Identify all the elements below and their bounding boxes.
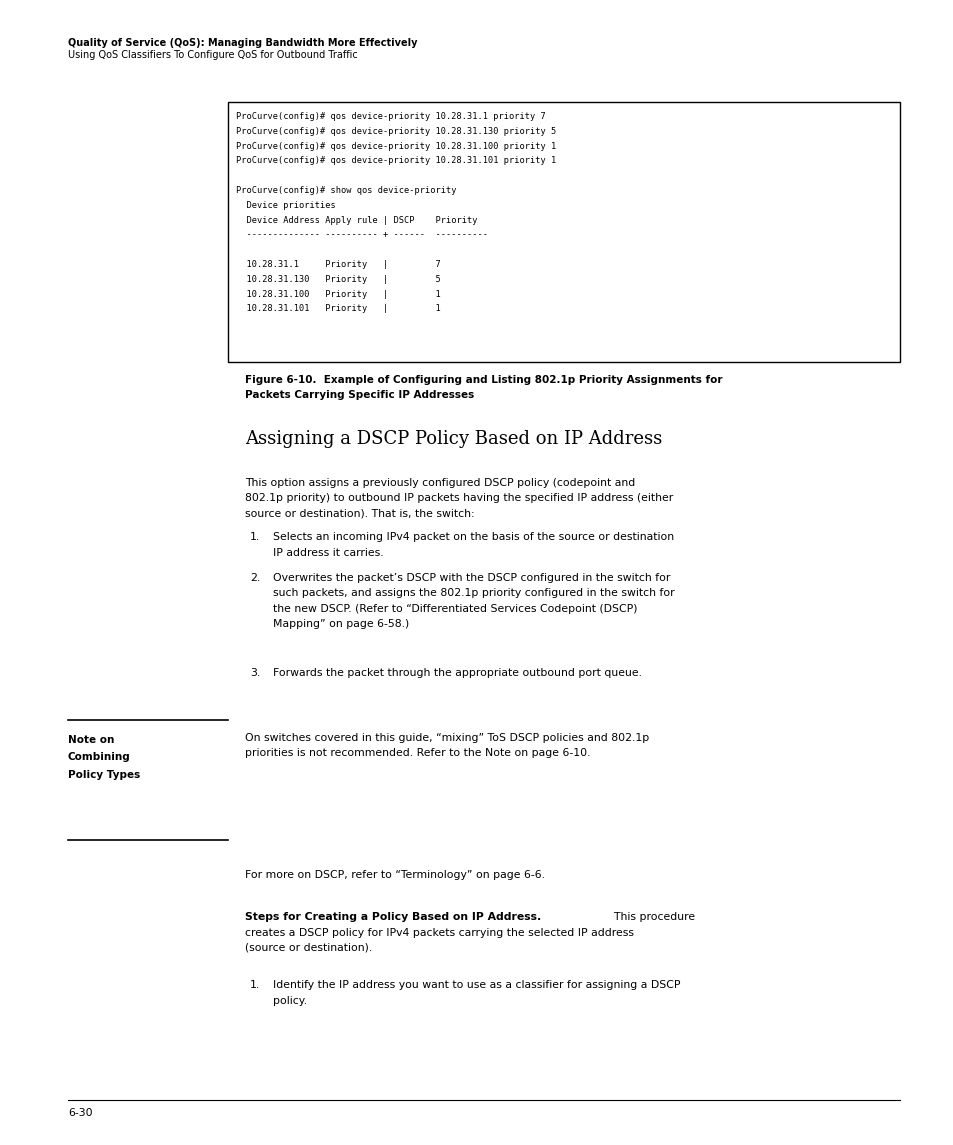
Text: Steps for Creating a Policy Based on IP Address.: Steps for Creating a Policy Based on IP … bbox=[245, 913, 540, 922]
Text: such packets, and assigns the 802.1p priority configured in the switch for: such packets, and assigns the 802.1p pri… bbox=[273, 589, 674, 599]
Text: Using QoS Classifiers To Configure QoS for Outbound Traffic: Using QoS Classifiers To Configure QoS f… bbox=[68, 49, 357, 60]
Text: (source or destination).: (source or destination). bbox=[245, 943, 372, 953]
Text: 10.28.31.100   Priority   |         1: 10.28.31.100 Priority | 1 bbox=[235, 290, 440, 299]
Text: -------------- ---------- + ------  ----------: -------------- ---------- + ------ -----… bbox=[235, 230, 488, 239]
Text: Device priorities: Device priorities bbox=[235, 200, 335, 210]
Text: 6-30: 6-30 bbox=[68, 1108, 92, 1118]
Text: Forwards the packet through the appropriate outbound port queue.: Forwards the packet through the appropri… bbox=[273, 668, 641, 678]
Text: 10.28.31.130   Priority   |         5: 10.28.31.130 Priority | 5 bbox=[235, 275, 440, 284]
Bar bbox=[228, 102, 899, 362]
Text: ProCurve(config)# qos device-priority 10.28.31.1 priority 7: ProCurve(config)# qos device-priority 10… bbox=[235, 112, 545, 121]
Text: Overwrites the packet’s DSCP with the DSCP configured in the switch for: Overwrites the packet’s DSCP with the DS… bbox=[273, 572, 670, 583]
Text: Identify the IP address you want to use as a classifier for assigning a DSCP: Identify the IP address you want to use … bbox=[273, 980, 679, 990]
Text: priorities is not recommended. Refer to the Note on page 6-10.: priorities is not recommended. Refer to … bbox=[245, 749, 590, 758]
Text: policy.: policy. bbox=[273, 995, 307, 1005]
Text: 1.: 1. bbox=[250, 980, 260, 990]
Text: IP address it carries.: IP address it carries. bbox=[273, 547, 383, 558]
Text: 802.1p priority) to outbound IP packets having the specified IP address (either: 802.1p priority) to outbound IP packets … bbox=[245, 493, 673, 504]
Text: On switches covered in this guide, “mixing” ToS DSCP policies and 802.1p: On switches covered in this guide, “mixi… bbox=[245, 733, 649, 743]
Text: Device Address Apply rule | DSCP    Priority: Device Address Apply rule | DSCP Priorit… bbox=[235, 215, 477, 224]
Text: Figure 6-10.  Example of Configuring and Listing 802.1p Priority Assignments for: Figure 6-10. Example of Configuring and … bbox=[245, 376, 721, 385]
Text: This option assigns a previously configured DSCP policy (codepoint and: This option assigns a previously configu… bbox=[245, 477, 635, 488]
Text: Packets Carrying Specific IP Addresses: Packets Carrying Specific IP Addresses bbox=[245, 390, 474, 401]
Text: Combining: Combining bbox=[68, 752, 131, 763]
Text: 3.: 3. bbox=[250, 668, 260, 678]
Text: Mapping” on page 6-58.): Mapping” on page 6-58.) bbox=[273, 619, 409, 630]
Text: Policy Types: Policy Types bbox=[68, 769, 140, 780]
Text: source or destination). That is, the switch:: source or destination). That is, the swi… bbox=[245, 510, 475, 519]
Text: ProCurve(config)# show qos device-priority: ProCurve(config)# show qos device-priori… bbox=[235, 185, 456, 195]
Text: 2.: 2. bbox=[250, 572, 260, 583]
Text: ProCurve(config)# qos device-priority 10.28.31.130 priority 5: ProCurve(config)# qos device-priority 10… bbox=[235, 127, 556, 136]
Text: Assigning a DSCP Policy Based on IP Address: Assigning a DSCP Policy Based on IP Addr… bbox=[245, 431, 661, 448]
Text: This procedure: This procedure bbox=[606, 913, 695, 922]
Text: For more on DSCP, refer to “Terminology” on page 6-6.: For more on DSCP, refer to “Terminology”… bbox=[245, 870, 544, 881]
Text: Selects an incoming IPv4 packet on the basis of the source or destination: Selects an incoming IPv4 packet on the b… bbox=[273, 532, 674, 542]
Text: Quality of Service (QoS): Managing Bandwidth More Effectively: Quality of Service (QoS): Managing Bandw… bbox=[68, 38, 417, 48]
Text: Note on: Note on bbox=[68, 735, 114, 745]
Text: the new DSCP. (Refer to “Differentiated Services Codepoint (DSCP): the new DSCP. (Refer to “Differentiated … bbox=[273, 605, 637, 614]
Text: 10.28.31.1     Priority   |         7: 10.28.31.1 Priority | 7 bbox=[235, 260, 440, 269]
Text: ProCurve(config)# qos device-priority 10.28.31.101 priority 1: ProCurve(config)# qos device-priority 10… bbox=[235, 157, 556, 165]
Text: ProCurve(config)# qos device-priority 10.28.31.100 priority 1: ProCurve(config)# qos device-priority 10… bbox=[235, 142, 556, 151]
Text: 10.28.31.101   Priority   |         1: 10.28.31.101 Priority | 1 bbox=[235, 305, 440, 314]
Text: creates a DSCP policy for IPv4 packets carrying the selected IP address: creates a DSCP policy for IPv4 packets c… bbox=[245, 927, 634, 938]
Text: 1.: 1. bbox=[250, 532, 260, 542]
